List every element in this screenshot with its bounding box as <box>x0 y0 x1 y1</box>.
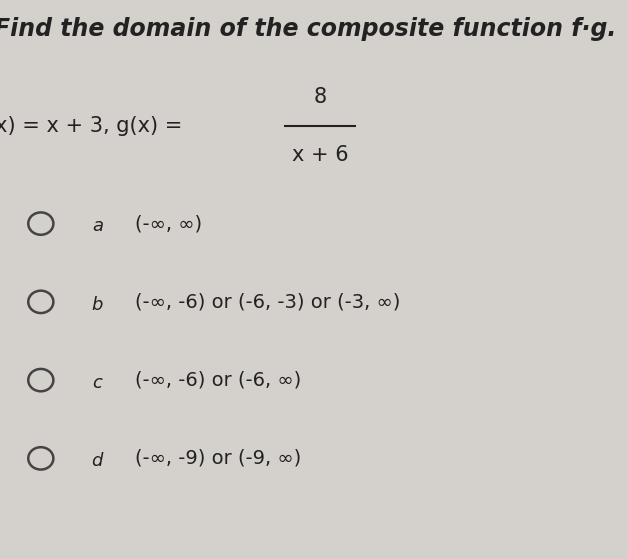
Text: x + 6: x + 6 <box>292 145 349 165</box>
Text: d: d <box>92 452 103 470</box>
Text: (-∞, -6) or (-6, ∞): (-∞, -6) or (-6, ∞) <box>135 371 301 390</box>
Text: Find the domain of the composite function f·g.: Find the domain of the composite functio… <box>0 17 616 41</box>
Text: (-∞, -6) or (-6, -3) or (-3, ∞): (-∞, -6) or (-6, -3) or (-3, ∞) <box>135 292 401 311</box>
Text: (-∞, ∞): (-∞, ∞) <box>135 214 202 233</box>
Text: c: c <box>92 374 102 392</box>
Text: (x) = x + 3, g(x) =: (x) = x + 3, g(x) = <box>0 116 183 136</box>
Text: b: b <box>92 296 103 314</box>
Text: (-∞, -9) or (-9, ∞): (-∞, -9) or (-9, ∞) <box>135 449 301 468</box>
Text: a: a <box>92 217 103 235</box>
Text: 8: 8 <box>314 87 327 107</box>
